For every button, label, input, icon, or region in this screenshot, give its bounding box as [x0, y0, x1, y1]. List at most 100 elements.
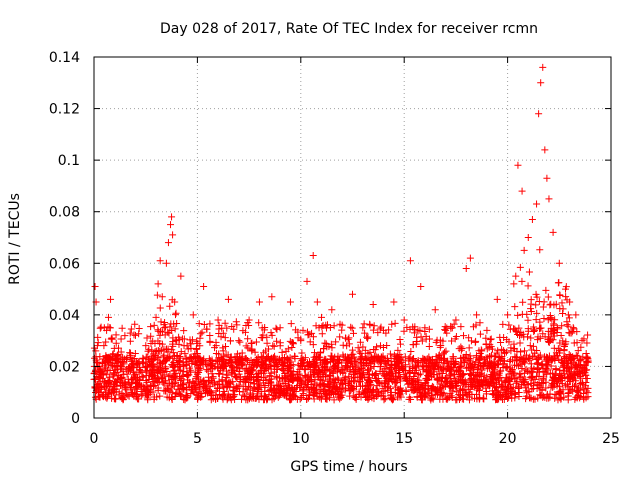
data-point [237, 360, 245, 368]
data-point [468, 380, 476, 388]
data-point [168, 395, 176, 403]
data-point [319, 372, 327, 380]
data-point [288, 371, 296, 379]
data-point [248, 339, 256, 347]
data-point [562, 367, 570, 375]
data-point [421, 324, 429, 332]
data-point [544, 293, 552, 301]
data-point [255, 298, 263, 306]
data-point [541, 393, 549, 401]
data-point [447, 324, 455, 332]
data-point [583, 374, 591, 382]
data-point [503, 384, 511, 392]
data-point [363, 357, 371, 365]
data-point [470, 363, 478, 371]
data-point [334, 374, 342, 382]
data-point [176, 385, 184, 393]
data-point [282, 386, 290, 394]
data-point [212, 342, 220, 350]
data-point [132, 384, 140, 392]
data-point [425, 325, 433, 333]
data-point [473, 311, 481, 319]
data-point [559, 309, 567, 317]
data-point [310, 395, 318, 403]
data-point [169, 338, 177, 346]
data-point [257, 334, 265, 342]
data-point [344, 357, 352, 365]
data-point [286, 396, 294, 404]
data-point [289, 340, 297, 348]
data-point [449, 353, 457, 361]
data-point [102, 380, 110, 388]
data-point [263, 339, 271, 347]
data-point [154, 384, 162, 392]
data-point [177, 272, 185, 280]
data-point [373, 382, 381, 390]
data-point [191, 361, 199, 369]
data-point [347, 387, 355, 395]
data-point [395, 359, 403, 367]
data-point [462, 264, 470, 272]
data-point [452, 396, 460, 404]
data-point [431, 306, 439, 314]
data-point [516, 370, 524, 378]
data-point [268, 293, 276, 301]
data-point [141, 364, 149, 372]
data-point [104, 313, 112, 321]
data-point [197, 330, 205, 338]
data-point [266, 372, 274, 380]
data-point [572, 381, 580, 389]
data-point [286, 298, 294, 306]
data-point [422, 335, 430, 343]
data-point [186, 379, 194, 387]
data-point [424, 385, 432, 393]
data-point [239, 327, 247, 335]
data-point [147, 323, 155, 331]
data-point [164, 239, 172, 247]
data-points [90, 63, 592, 404]
data-point [118, 324, 126, 332]
data-point [411, 329, 419, 337]
data-point [208, 376, 216, 384]
data-point [266, 357, 274, 365]
data-point [147, 382, 155, 390]
data-point [100, 324, 108, 332]
data-point [187, 353, 195, 361]
data-point [580, 395, 588, 403]
data-point [373, 392, 381, 400]
data-point [516, 263, 524, 271]
data-point [498, 382, 506, 390]
data-point [165, 373, 173, 381]
data-point [407, 347, 415, 355]
data-point [135, 330, 143, 338]
data-point [545, 337, 553, 345]
data-point [247, 359, 255, 367]
data-point [99, 392, 107, 400]
data-point [556, 387, 564, 395]
data-point [510, 361, 518, 369]
data-point [182, 384, 190, 392]
data-point [422, 391, 430, 399]
data-point [228, 323, 236, 331]
data-point [160, 351, 168, 359]
data-point [223, 384, 231, 392]
data-point [395, 372, 403, 380]
data-point [151, 374, 159, 382]
data-point [394, 358, 402, 366]
data-point [154, 346, 162, 354]
data-point [459, 370, 467, 378]
data-point [287, 320, 295, 328]
data-point [474, 368, 482, 376]
data-point [486, 336, 494, 344]
data-point [200, 321, 208, 329]
data-point [569, 324, 577, 332]
data-point [161, 331, 169, 339]
data-point [359, 324, 367, 332]
data-point [219, 344, 227, 352]
data-point [476, 330, 484, 338]
data-point [556, 375, 564, 383]
data-point [248, 347, 256, 355]
data-point [126, 381, 134, 389]
data-point [134, 379, 142, 387]
data-point [414, 376, 422, 384]
